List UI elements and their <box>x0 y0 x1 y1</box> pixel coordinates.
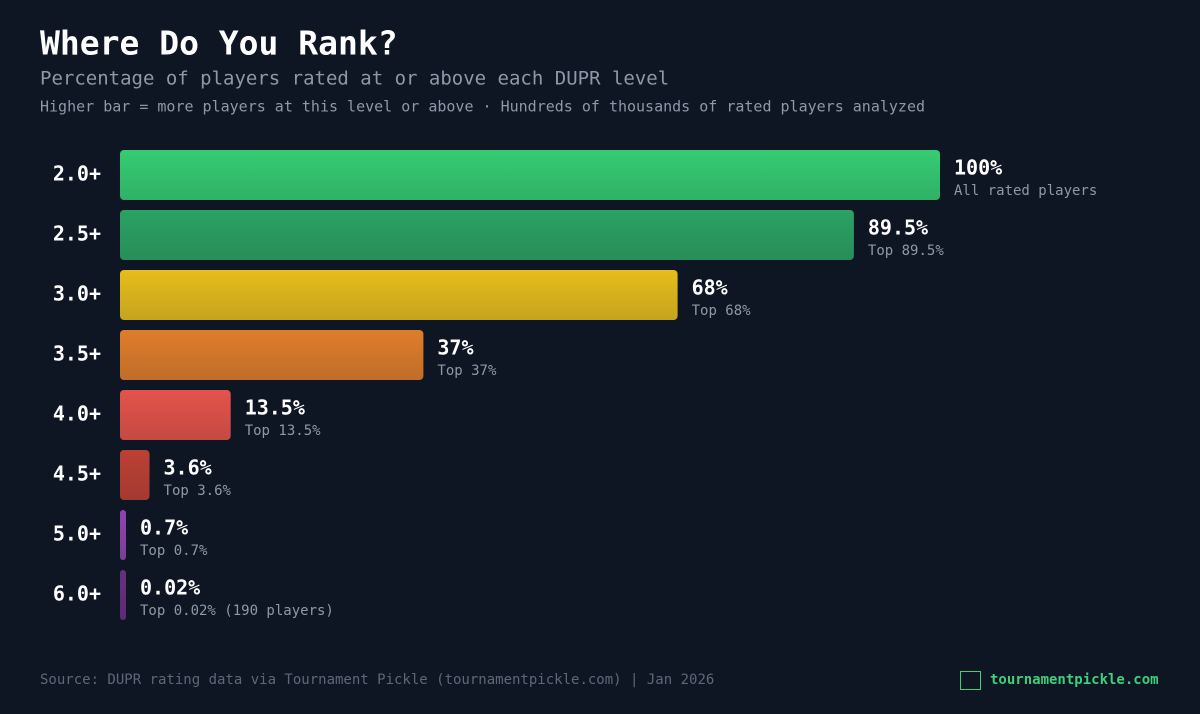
category-label: 6.0+ <box>53 582 101 606</box>
category-label: 3.5+ <box>53 342 101 366</box>
value-label: 89.5% <box>868 216 928 240</box>
bar <box>120 270 678 320</box>
value-label: 0.02% <box>140 576 200 600</box>
chart-subtitle: Percentage of players rated at or above … <box>40 68 669 90</box>
bar <box>120 390 231 440</box>
value-sublabel: Top 0.02% (190 players) <box>140 603 334 619</box>
bar <box>120 570 126 620</box>
value-label: 100% <box>954 156 1002 180</box>
bar <box>120 210 854 260</box>
chart-title: Where Do You Rank? <box>40 24 398 63</box>
bar <box>120 450 150 500</box>
bar <box>120 510 126 560</box>
bar <box>120 150 940 200</box>
source: Source: DUPR rating data via Tournament … <box>40 672 714 688</box>
value-sublabel: Top 89.5% <box>868 243 944 259</box>
category-label: 3.0+ <box>53 282 101 306</box>
value-label: 3.6% <box>164 456 212 480</box>
value-sublabel: Top 0.7% <box>140 543 208 559</box>
category-label: 5.0+ <box>53 522 101 546</box>
value-sublabel: Top 13.5% <box>245 423 321 439</box>
category-label: 2.5+ <box>53 222 101 246</box>
value-label: 13.5% <box>245 396 305 420</box>
value-label: 0.7% <box>140 516 188 540</box>
category-label: 4.5+ <box>53 462 101 486</box>
value-label: 37% <box>437 336 473 360</box>
category-label: 2.0+ <box>53 162 101 186</box>
category-label: 4.0+ <box>53 402 101 426</box>
brand-icon <box>960 671 981 690</box>
chart-note: Higher bar = more players at this level … <box>40 98 925 116</box>
value-sublabel: Top 3.6% <box>164 483 232 499</box>
brand[interactable]: tournamentpickle.com <box>990 672 1159 688</box>
value-sublabel: All rated players <box>954 183 1097 199</box>
value-sublabel: Top 37% <box>437 363 497 379</box>
bar <box>120 330 424 380</box>
value-sublabel: Top 68% <box>692 303 752 319</box>
value-label: 68% <box>692 276 728 300</box>
